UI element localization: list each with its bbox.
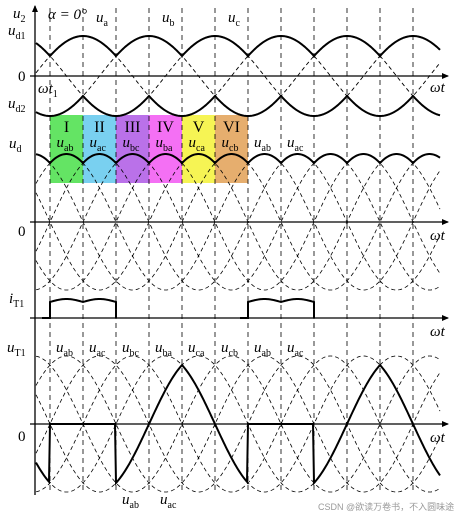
solid-waveforms (35, 34, 441, 486)
dashed-reference-curves (35, 35, 441, 493)
label-wt-axis2: ωt (430, 228, 446, 244)
line-voltage-curve-0 (35, 153, 441, 291)
label-ub: ub (162, 10, 175, 29)
uT1-top-label-ba: uba (155, 340, 173, 359)
label-zero-2: 0 (18, 224, 26, 240)
uT1-bottom-label-ab: uab (122, 492, 139, 511)
interval-voltage-ab: uab (57, 135, 74, 154)
line-voltage-curve-4 (35, 153, 441, 291)
label-u2: u2 (13, 6, 26, 25)
iT1-pulse-1 (42, 298, 117, 319)
axes (30, 5, 449, 495)
label-iT1: iT1 (9, 291, 24, 310)
ud-waveform (35, 153, 441, 165)
interval-voltage-cb: ucb (222, 135, 239, 154)
uT1-top-label-ac: uac (287, 340, 304, 359)
label-wt-axis4: ωt (430, 430, 446, 446)
uT1-ref-curve-1 (35, 355, 441, 493)
line-voltage-curve-2 (35, 153, 441, 291)
interval-box-4 (149, 115, 182, 183)
labels: u2 α = 0° ud1 ua ub uc 0 ωt1 ωt ud2 ud 0… (7, 6, 446, 446)
interval-voltage-ac: uac (90, 135, 107, 154)
label-ua: ua (96, 10, 109, 29)
uT1-top-labels: uab uac ubc uba uca ucb uab uac (56, 340, 304, 359)
label-zero-1: 0 (18, 69, 26, 85)
ud-label-ac: uac (287, 135, 304, 154)
interval-roman-4: IV (157, 119, 174, 136)
uT1-top-label-ab: uab (56, 340, 73, 359)
uT1-bottom-labels: uab uac (122, 492, 177, 511)
uT1-top-label-cb: ucb (221, 340, 238, 359)
interval-roman-6: VI (223, 119, 240, 136)
uT1-ref-curve-0 (35, 355, 441, 493)
interval-box-5 (182, 115, 215, 183)
uT1-ref-curve-2 (35, 355, 441, 493)
label-wt-axis3: ωt (430, 324, 446, 340)
line-voltage-curve-1 (35, 153, 441, 291)
label-uT1: uT1 (7, 340, 26, 359)
interval-box-3 (116, 115, 149, 183)
watermark: CSDN @欲读万卷书，不入圆味途 (318, 501, 454, 512)
uT1-top-label-ca: uca (188, 340, 205, 359)
label-omega-t1: ωt1 (38, 81, 58, 100)
uT1-top-label-ac: uac (89, 340, 106, 359)
interval-box-2 (83, 115, 116, 183)
interval-voltage-ba: uba (156, 135, 174, 154)
ud-label-ab: uab (254, 135, 271, 154)
label-wt-axis1: ωt (430, 80, 446, 96)
interval-roman-5: V (193, 119, 205, 136)
interval-roman-3: III (125, 119, 141, 136)
label-ud2: ud2 (8, 96, 26, 115)
interval-voltage-bc: ubc (123, 135, 141, 154)
label-uc: uc (228, 10, 241, 29)
interval-roman-2: II (94, 119, 105, 136)
iT1-pulse-2 (240, 298, 315, 319)
label-ud1: ud1 (8, 23, 26, 42)
label-ud: ud (9, 136, 22, 155)
ud-extra-labels: uab uac (254, 135, 304, 154)
interval-box-6 (215, 115, 248, 183)
uT1-bottom-label-ac: uac (160, 492, 177, 511)
ud1-envelope (35, 34, 441, 58)
interval-voltage-ca: uca (189, 135, 206, 154)
interval-roman-1: I (64, 119, 69, 136)
label-alpha: α = 0° (48, 7, 87, 23)
interval-highlights (50, 115, 248, 183)
interval-box-1 (50, 115, 83, 183)
uT1-top-label-ab: uab (254, 340, 271, 359)
uT1-ref-curve-3 (35, 355, 441, 493)
label-zero-3: 0 (18, 429, 26, 445)
ud2-envelope (35, 94, 441, 118)
uT1-top-label-bc: ubc (122, 340, 140, 359)
uT1-ref-curve-5 (35, 355, 441, 493)
vertical-dashed-grid (49, 8, 414, 490)
